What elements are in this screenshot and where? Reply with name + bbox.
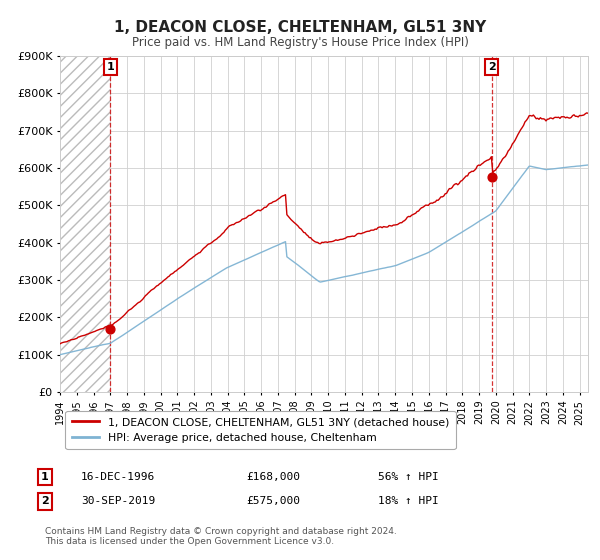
Point bbox=[487, 173, 496, 182]
Text: 2: 2 bbox=[488, 62, 496, 72]
Text: £168,000: £168,000 bbox=[246, 472, 300, 482]
Text: 56% ↑ HPI: 56% ↑ HPI bbox=[378, 472, 439, 482]
Text: Price paid vs. HM Land Registry's House Price Index (HPI): Price paid vs. HM Land Registry's House … bbox=[131, 36, 469, 49]
Text: 1: 1 bbox=[41, 472, 49, 482]
Text: 1: 1 bbox=[106, 62, 114, 72]
Point bbox=[106, 325, 115, 334]
Text: 30-SEP-2019: 30-SEP-2019 bbox=[81, 496, 155, 506]
Bar bbox=[60, 56, 110, 392]
Text: £575,000: £575,000 bbox=[246, 496, 300, 506]
Text: 1, DEACON CLOSE, CHELTENHAM, GL51 3NY: 1, DEACON CLOSE, CHELTENHAM, GL51 3NY bbox=[114, 20, 486, 35]
Text: 18% ↑ HPI: 18% ↑ HPI bbox=[378, 496, 439, 506]
Text: 16-DEC-1996: 16-DEC-1996 bbox=[81, 472, 155, 482]
Text: 2: 2 bbox=[41, 496, 49, 506]
Legend: 1, DEACON CLOSE, CHELTENHAM, GL51 3NY (detached house), HPI: Average price, deta: 1, DEACON CLOSE, CHELTENHAM, GL51 3NY (d… bbox=[65, 410, 455, 449]
Text: Contains HM Land Registry data © Crown copyright and database right 2024.
This d: Contains HM Land Registry data © Crown c… bbox=[45, 526, 397, 546]
